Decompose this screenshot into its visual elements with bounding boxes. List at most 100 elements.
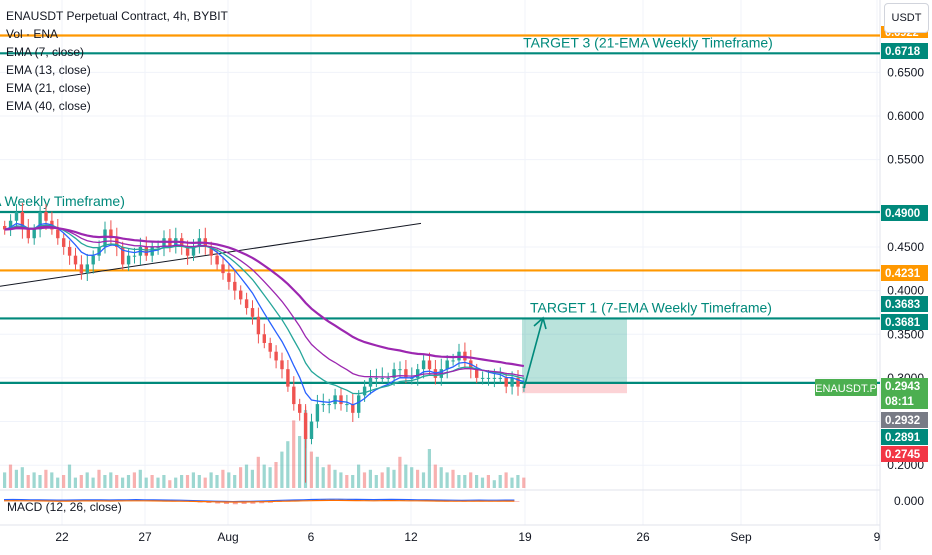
volume-bar: [103, 475, 107, 488]
x-tick-label: Aug: [217, 530, 238, 544]
volume-bar: [386, 467, 390, 488]
volume-bar: [351, 475, 355, 488]
candle-body: [233, 281, 237, 291]
price-badge-bg: [881, 378, 928, 394]
volume-bar: [309, 451, 313, 488]
indicator-ema-40[interactable]: EMA (40, close): [6, 99, 91, 113]
volume-bar: [50, 472, 54, 488]
volume-bar: [475, 475, 479, 488]
stop-loss-zone[interactable]: [522, 382, 627, 394]
indicator-legend: ENAUSDT Perpetual Contract, 4h, BYBIT Vo…: [6, 7, 228, 115]
candle-body: [486, 377, 491, 379]
volume-bar: [398, 456, 402, 488]
x-tick-label: Sep: [730, 530, 752, 544]
volume-bar: [298, 436, 302, 488]
x-tick-label: 26: [636, 530, 650, 544]
indicator-vol[interactable]: Vol · ENA: [6, 27, 59, 41]
volume-bar: [180, 475, 184, 488]
volume-bar: [510, 477, 514, 488]
candle-body: [451, 360, 455, 362]
indicator-ema-21[interactable]: EMA (21, close): [6, 81, 91, 95]
price-badge-bg: [881, 412, 928, 428]
price-badge: 0.3683: [885, 299, 920, 311]
candle-body: [516, 377, 520, 387]
volume-bar: [73, 477, 77, 488]
ema-7-line: [4, 222, 525, 406]
price-badge-bg: [881, 446, 928, 462]
x-tick-label: 27: [138, 530, 152, 544]
candle-body: [427, 360, 432, 370]
x-tick-label: 6: [308, 530, 315, 544]
candle-body: [504, 377, 508, 387]
candle-body: [103, 229, 107, 247]
volume-bar: [522, 477, 526, 488]
candle-body: [404, 369, 408, 378]
volume-bar: [203, 477, 207, 488]
volume-bar: [67, 464, 72, 488]
x-tick-label: 19: [518, 530, 532, 544]
volume-bar: [38, 475, 42, 488]
price-badge: 0.2943: [885, 381, 920, 393]
candle-body: [250, 308, 255, 317]
price-badge: 0.6718: [885, 46, 921, 58]
volume-bar: [480, 477, 485, 488]
currency-button[interactable]: USDT: [884, 3, 929, 33]
candle-body: [445, 360, 449, 370]
volume-bar: [362, 472, 367, 488]
volume-bar: [492, 480, 496, 488]
y-tick-label: 0.4000: [887, 284, 924, 298]
price-badge: 0.4900: [885, 208, 920, 220]
level-label: TARGET 2 (13-EMA Weekly Timeframe): [0, 193, 125, 209]
candle-body: [121, 246, 125, 265]
y-tick-label: 0.6000: [887, 109, 924, 123]
candle-body: [315, 404, 320, 422]
volume-bar: [250, 469, 254, 488]
price-badge: 0.2932: [885, 415, 920, 427]
price-badge-bg: [881, 314, 928, 330]
candle-body: [292, 386, 296, 405]
volume-bar: [357, 464, 361, 488]
x-tick-label: 9: [874, 530, 881, 544]
candle-body: [362, 386, 367, 396]
price-badge: 0.3681: [885, 317, 921, 329]
macd-bar: [514, 501, 520, 502]
take-profit-zone[interactable]: [522, 318, 627, 383]
candle-body: [309, 421, 314, 440]
candle-body: [421, 360, 426, 370]
price-badge: 0.4231: [885, 268, 921, 280]
macd-legend[interactable]: MACD (12, 26, close): [7, 500, 122, 514]
volume-bar: [244, 464, 249, 488]
volume-bar: [333, 469, 337, 488]
volume-bar: [451, 469, 455, 488]
volume-bar: [321, 467, 325, 488]
volume-bar: [239, 467, 243, 488]
symbol-badge-bg: [815, 379, 877, 396]
volume-bar: [439, 467, 443, 488]
candle-body: [498, 377, 502, 379]
volume-bar: [327, 464, 331, 488]
volume-bar: [280, 451, 284, 488]
volume-bar: [174, 477, 178, 488]
indicator-ema-7[interactable]: EMA (7, close): [6, 45, 85, 59]
volume-bar: [79, 475, 83, 488]
volume-bar: [274, 462, 278, 488]
volume-bar: [185, 475, 190, 488]
indicator-ema-13[interactable]: EMA (13, close): [6, 63, 91, 77]
candle-body: [416, 369, 420, 378]
candle-body: [492, 377, 497, 379]
volume-bar: [138, 469, 142, 488]
level-label: TARGET 3 (21-EMA Weekly Timeframe): [523, 34, 773, 50]
volume-bar: [215, 475, 219, 488]
candle-body: [480, 377, 485, 379]
volume-bar: [162, 475, 166, 488]
candle-body: [32, 229, 36, 239]
price-badge-bg: [881, 393, 928, 409]
volume-bar: [368, 469, 372, 488]
candle-body: [44, 212, 48, 221]
candle-body: [144, 246, 148, 256]
candle-body: [132, 255, 137, 257]
volume-bar: [445, 472, 449, 488]
candle-body: [215, 255, 219, 265]
